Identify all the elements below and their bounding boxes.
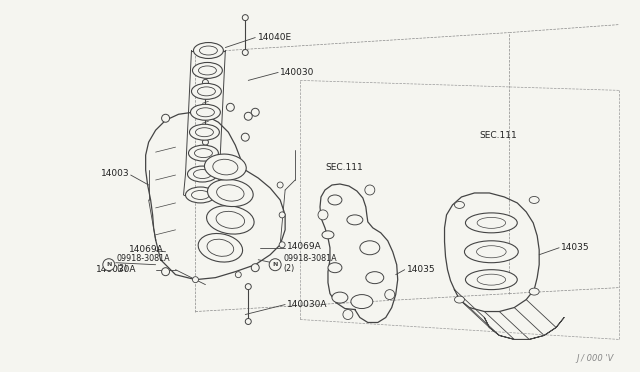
Circle shape — [279, 212, 285, 218]
Text: 14035: 14035 — [561, 243, 589, 252]
Circle shape — [385, 290, 395, 299]
Ellipse shape — [465, 241, 518, 263]
Text: SEC.111: SEC.111 — [325, 163, 363, 171]
Circle shape — [343, 310, 353, 320]
Circle shape — [252, 264, 259, 272]
Ellipse shape — [465, 213, 517, 233]
Circle shape — [202, 79, 209, 86]
Ellipse shape — [207, 206, 254, 234]
Ellipse shape — [198, 234, 243, 262]
Text: 09918-3081A: 09918-3081A — [116, 254, 170, 263]
Circle shape — [227, 103, 234, 111]
Ellipse shape — [193, 62, 222, 78]
Ellipse shape — [366, 272, 384, 283]
Ellipse shape — [529, 196, 539, 203]
Ellipse shape — [207, 179, 253, 206]
Text: 14003: 14003 — [101, 169, 129, 177]
Text: J / 000 'V: J / 000 'V — [577, 355, 614, 363]
Circle shape — [244, 112, 252, 120]
Ellipse shape — [196, 108, 214, 117]
Circle shape — [161, 268, 170, 276]
Text: 140030A: 140030A — [287, 300, 328, 309]
Ellipse shape — [477, 274, 506, 285]
Ellipse shape — [322, 231, 334, 239]
Ellipse shape — [200, 46, 218, 55]
Text: 14069A: 14069A — [287, 242, 322, 251]
Ellipse shape — [207, 239, 234, 256]
Ellipse shape — [189, 145, 218, 161]
Ellipse shape — [351, 295, 373, 308]
Circle shape — [243, 49, 248, 55]
Ellipse shape — [193, 170, 211, 179]
Ellipse shape — [193, 42, 223, 58]
Text: N: N — [273, 262, 278, 267]
Ellipse shape — [477, 246, 506, 258]
Ellipse shape — [216, 185, 244, 201]
Circle shape — [227, 193, 234, 201]
Text: (2): (2) — [116, 264, 128, 273]
Circle shape — [243, 15, 248, 20]
Circle shape — [365, 185, 375, 195]
Ellipse shape — [191, 104, 220, 120]
Text: N: N — [106, 262, 111, 267]
Ellipse shape — [189, 124, 220, 140]
Ellipse shape — [328, 263, 342, 273]
Ellipse shape — [191, 190, 209, 199]
Text: 140030A: 140030A — [96, 265, 136, 274]
Circle shape — [103, 259, 115, 271]
Ellipse shape — [204, 154, 246, 180]
Text: (2): (2) — [283, 264, 294, 273]
Circle shape — [193, 277, 198, 283]
Circle shape — [279, 242, 285, 248]
Ellipse shape — [477, 217, 506, 228]
Text: 09918-3081A: 09918-3081A — [283, 254, 337, 263]
Text: 14040E: 14040E — [258, 33, 292, 42]
Ellipse shape — [195, 149, 212, 158]
Ellipse shape — [188, 166, 218, 182]
Circle shape — [241, 133, 249, 141]
Ellipse shape — [198, 66, 216, 75]
Text: SEC.111: SEC.111 — [479, 131, 517, 140]
Ellipse shape — [454, 202, 465, 208]
Ellipse shape — [198, 87, 216, 96]
Text: 140030: 140030 — [280, 68, 314, 77]
Ellipse shape — [347, 215, 363, 225]
Ellipse shape — [529, 288, 539, 295]
Circle shape — [202, 139, 209, 145]
Circle shape — [252, 108, 259, 116]
Circle shape — [161, 114, 170, 122]
Circle shape — [318, 210, 328, 220]
Circle shape — [277, 182, 283, 188]
Circle shape — [236, 272, 241, 278]
Circle shape — [245, 283, 252, 290]
Ellipse shape — [332, 292, 348, 303]
Ellipse shape — [195, 128, 213, 137]
Ellipse shape — [454, 296, 465, 303]
Ellipse shape — [186, 187, 216, 203]
Ellipse shape — [360, 241, 380, 255]
Text: 14069A: 14069A — [129, 245, 163, 254]
Ellipse shape — [191, 83, 221, 99]
Ellipse shape — [328, 195, 342, 205]
Ellipse shape — [216, 211, 244, 228]
Circle shape — [245, 318, 252, 324]
Ellipse shape — [465, 270, 517, 290]
Ellipse shape — [213, 159, 238, 175]
Text: 14035: 14035 — [406, 265, 435, 274]
Circle shape — [269, 259, 281, 271]
